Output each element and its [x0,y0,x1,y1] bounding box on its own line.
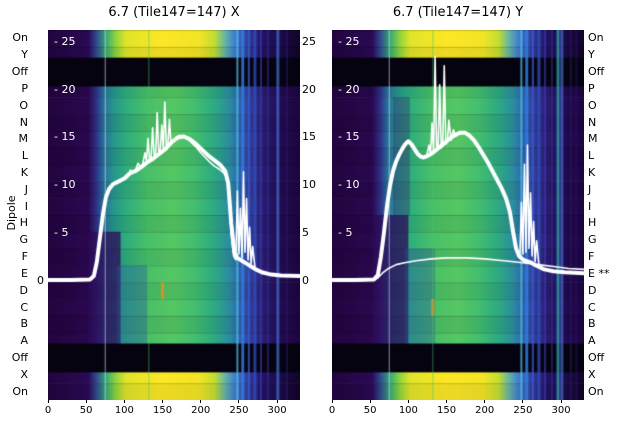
row-label-right: N [588,115,597,129]
x-tick-label: 0 [44,405,52,416]
x-tick-mark [162,400,164,403]
x-tick-label: 300 [551,405,571,416]
gap-tick-label: 25 [302,34,316,48]
row-label-left: O [19,98,28,112]
row-label-left: On [12,384,28,398]
row-label-left: Off [11,65,28,79]
row-label-right: On [588,31,604,45]
panel-x-title: 6.7 (Tile147=147) X [108,5,240,20]
x-tick-label: 50 [79,405,93,416]
overlay-tick-label: - 10 [338,178,360,192]
x-tick-label: 300 [267,405,287,416]
overlay-tick-label: - 15 [54,130,76,144]
x-tick-mark [238,400,240,403]
x-tick-label: 100 [398,405,418,416]
x-tick-mark [200,400,202,403]
row-label-right: P [588,81,595,95]
gap-tick-label: 20 [302,82,316,96]
x-tick-mark [484,400,486,403]
row-label-left: L [21,149,28,163]
row-label-right: M [588,132,598,146]
overlay-tick-label: - 15 [338,130,360,144]
row-label-left: G [19,233,28,247]
row-label-right: On [588,384,604,398]
x-tick-label: 250 [513,405,533,416]
row-label-right: A [588,334,596,348]
row-label-left: N [19,115,28,129]
x-tick-label: 0 [328,405,336,416]
row-label-right: Off [588,350,605,364]
x-tick-mark [85,400,87,403]
x-tick-label: 150 [152,405,173,416]
row-label-right: D [588,283,597,297]
x-tick-label: 200 [191,405,211,416]
row-label-right: I [588,199,592,213]
row-label-left: J [24,182,28,196]
overlay-tick-label: - 20 [54,82,76,96]
x-tick-mark [407,400,409,403]
heatmap-panel-x [48,30,300,400]
overlay-tick-label: - 5 [338,226,353,240]
row-label-left: X [20,367,28,381]
overlay-tick-label: - 5 [54,226,69,240]
zero-tick-label: 0 [37,273,44,287]
row-label-right: C [588,300,596,314]
row-label-left: P [21,81,28,95]
row-label-left: H [19,216,28,230]
row-label-right: B [588,317,596,331]
row-label-right: F [588,250,595,264]
row-label-left: K [20,165,28,179]
overlay-tick-label: - 25 [338,34,360,48]
x-tick-mark [369,400,371,403]
overlay-tick-label: - 25 [54,34,76,48]
row-label-right: G [588,233,597,247]
x-tick-mark [276,400,278,403]
row-label-left: D [19,283,28,297]
x-tick-label: 100 [114,405,134,416]
row-label-right: L [588,149,595,163]
x-tick-label: 150 [436,405,457,416]
row-label-right: K [588,165,596,179]
row-label-left: Y [21,48,28,62]
row-label-right: Y [588,48,595,62]
x-tick-mark [47,400,49,403]
x-tick-mark [123,400,125,403]
row-label-right: H [588,216,597,230]
gap-tick-label: 10 [302,178,316,192]
row-label-right: Off [588,65,605,79]
heatmap-panel-y [332,30,584,400]
row-label-left: C [20,300,28,314]
panel-y-title: 6.7 (Tile147=147) Y [392,5,524,20]
row-label-left: A [20,334,28,348]
overlay-tick-label: - 20 [338,82,360,96]
row-label-left: On [12,31,28,45]
row-label-right: X [588,367,596,381]
x-tick-mark [522,400,524,403]
gap-tick-label: 0 [302,273,309,287]
gap-tick-label: 15 [302,130,316,144]
y-axis-label-dipole: Dipole [5,195,18,231]
row-label-right: E ** [588,266,610,280]
row-label-left: M [18,132,29,146]
x-tick-mark [331,400,333,403]
x-tick-mark [446,400,448,403]
row-label-left: Off [11,350,28,364]
row-label-left: E [21,266,28,280]
row-label-left: F [21,250,28,264]
x-tick-label: 50 [363,405,377,416]
gap-tick-label: 5 [302,226,309,240]
row-label-right: J [588,182,592,196]
row-label-left: I [24,199,28,213]
x-tick-label: 250 [229,405,249,416]
overlay-tick-label: - 10 [54,178,76,192]
row-label-left: B [20,317,28,331]
x-tick-mark [560,400,562,403]
row-label-right: O [588,98,597,112]
x-tick-label: 200 [475,405,495,416]
